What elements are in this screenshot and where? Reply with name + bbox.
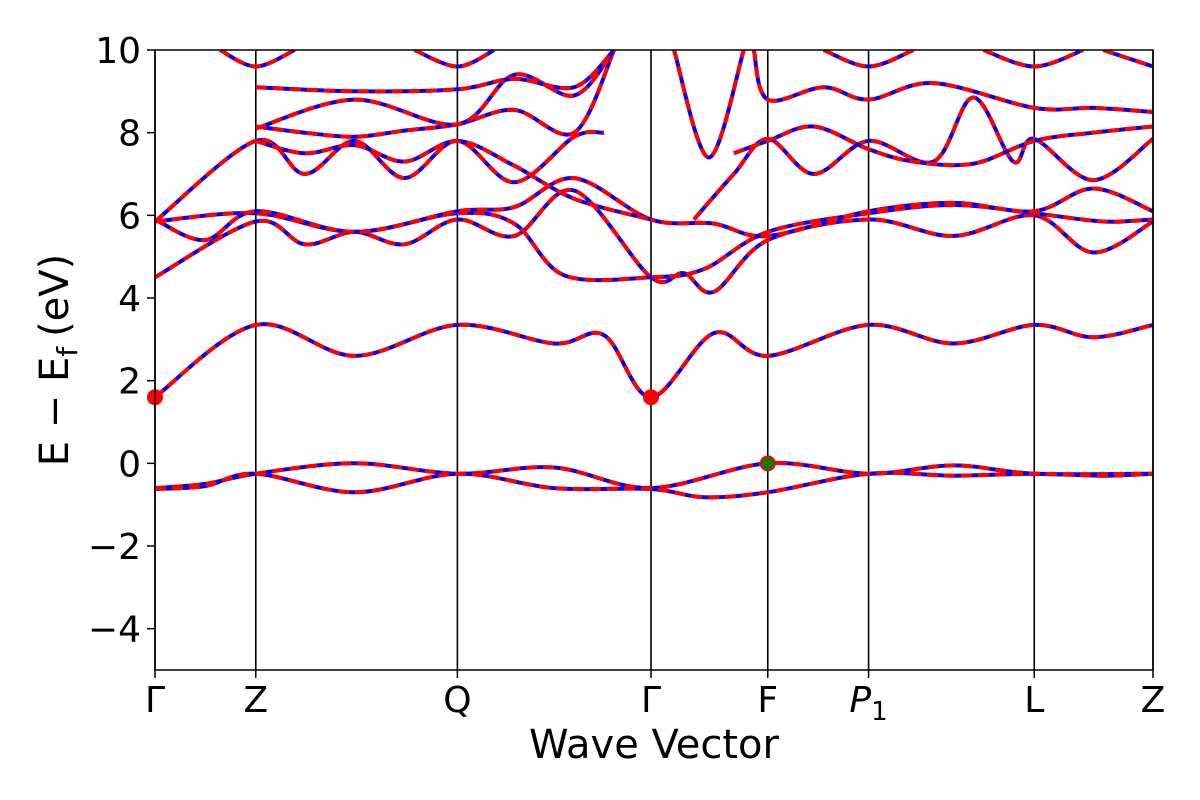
y-tick-label: 8 — [118, 114, 141, 155]
band-line-overlay — [751, 50, 1153, 114]
y-tick-label: 4 — [118, 279, 141, 320]
band-line-overlay — [733, 124, 1153, 168]
band-line-overlay — [155, 129, 605, 224]
y-tick-label: −2 — [88, 527, 141, 568]
band-line-overlay — [982, 50, 1084, 69]
highlighted-points — [147, 389, 776, 472]
band-line-overlay — [155, 322, 1153, 400]
kpoint-lines — [154, 50, 1154, 670]
x-tick-label: F — [757, 680, 778, 721]
band-line-reference — [255, 50, 616, 131]
bands — [155, 50, 1153, 500]
y-tick-label: 2 — [118, 362, 141, 403]
x-tick-label: Γ — [145, 680, 165, 721]
x-tick-label: Q — [443, 680, 471, 721]
band-line-reference — [155, 470, 1153, 500]
band-line-overlay — [155, 202, 1153, 283]
band-line-overlay — [1102, 50, 1153, 69]
band-extremum-point — [643, 389, 660, 406]
y-axis-label-unit: (eV) — [32, 254, 78, 337]
band-line-overlay — [218, 50, 296, 69]
x-ticks: Γ Z Q Γ F P1 L Z — [145, 670, 1165, 727]
band-line-overlay — [692, 95, 1153, 221]
x-tick-label: Z — [243, 680, 268, 721]
band-line-overlay — [672, 50, 746, 160]
y-tick-label: 0 — [118, 444, 141, 485]
y-axis-label-main: E − E — [32, 357, 78, 467]
y-ticks: −4 −2 0 2 4 6 8 10 — [88, 31, 155, 651]
plot-frame — [154, 49, 1154, 671]
band-line-overlay — [822, 50, 915, 69]
band-line-overlay — [155, 187, 1153, 295]
band-line-reference — [255, 50, 616, 94]
y-axis-label: E − Ef (eV) — [32, 254, 84, 467]
x-tick-label: L — [1024, 680, 1044, 721]
x-tick-label: Γ — [641, 680, 661, 721]
band-line-overlay — [413, 50, 496, 69]
x-tick-label: Z — [1141, 680, 1166, 721]
band-line-overlay — [255, 138, 652, 222]
y-tick-label: 10 — [95, 31, 141, 72]
band-extremum-point — [759, 455, 776, 472]
y-tick-label: 6 — [118, 196, 141, 237]
y-tick-label: −4 — [88, 610, 141, 651]
x-axis-label: Wave Vector — [529, 722, 780, 768]
band-line-overlay — [255, 50, 616, 139]
x-tick-label: P1 — [849, 680, 887, 727]
y-axis-label-subscript: f — [51, 346, 84, 357]
